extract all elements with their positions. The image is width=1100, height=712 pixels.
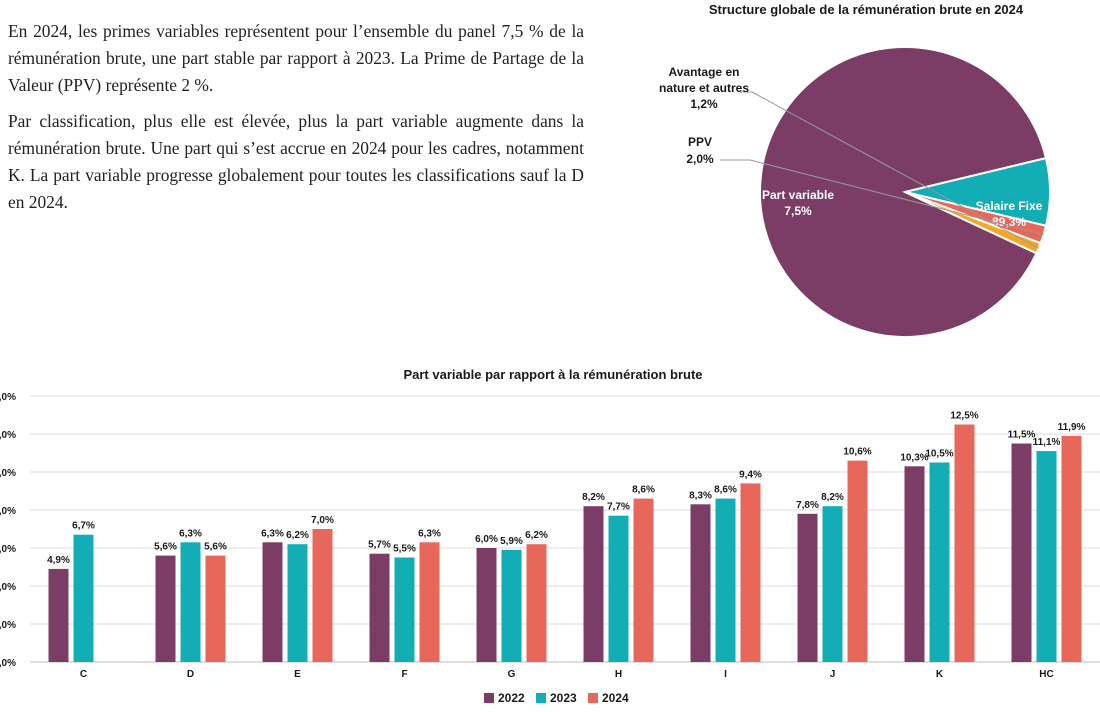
bar-data-label: 9,4% [739,469,762,480]
bar [954,424,975,662]
bar-data-label: 5,6% [154,542,177,553]
bar [369,553,390,662]
bar-data-label: 5,9% [500,536,523,547]
y-tick-label: 8,0% [0,506,16,517]
legend-label: 2022 [498,691,525,705]
y-tick-label: 12,0% [0,430,16,441]
bar-data-label: 10,5% [925,449,953,460]
bar [740,483,761,662]
bar-data-label: 4,9% [47,555,70,566]
pie-label-avantage: Avantage en nature et autres 1,2% [659,65,749,111]
bar-data-label: 11,1% [1033,437,1061,448]
y-tick-label: 10,0% [0,468,16,479]
x-tick-label: H [615,669,622,680]
bar-data-label: 7,7% [607,502,630,513]
bar-data-label: 6,2% [286,530,309,541]
pie-label-part-variable: Part variable 7,5% [762,188,834,218]
bar [476,548,497,662]
legend-swatch [536,693,546,703]
pie-slice [759,46,1048,338]
bar [205,555,226,662]
bar [287,544,308,662]
bar-title: Part variable par rapport à la rémunérat… [403,367,702,382]
x-tick-label: I [724,669,727,680]
pie-label-ppv: PPV 2,0% [686,135,714,166]
intro-paragraph-1: En 2024, les primes variables représente… [8,21,584,95]
bar-data-label: 5,5% [393,544,416,555]
bar [583,506,604,662]
x-tick-label: G [508,669,516,680]
bar [419,542,440,662]
bar [1011,443,1032,662]
bar [1036,451,1057,662]
bar [904,466,925,662]
bar [73,534,94,662]
x-tick-label: C [80,669,87,680]
bar [312,529,333,662]
bar-data-label: 6,0% [475,534,498,545]
pie-leader-line [720,159,1044,236]
bar [394,557,415,662]
bar-data-label: 8,6% [632,485,655,496]
legend-swatch [484,693,494,703]
bar-data-label: 6,3% [179,528,202,539]
y-tick-label: 2,0% [0,620,16,631]
bar-data-label: 7,8% [796,500,819,511]
intro-paragraph-2: Par classification, plus elle est élevée… [8,111,584,212]
bar [501,549,522,662]
bar-chart: Part variable par rapport à la rémunérat… [0,367,1100,705]
x-tick-label: HC [1039,669,1053,680]
x-tick-label: K [936,669,944,680]
bar-data-label: 11,9% [1058,422,1086,433]
bar-data-label: 6,3% [261,528,284,539]
legend-label: 2024 [602,691,629,705]
y-tick-label: 0,0% [0,658,16,669]
pie-label-salaire-fixe: Salaire Fixe 89,3% [976,199,1043,229]
pie-chart: Structure globale de la rémunération bru… [659,2,1051,338]
bar-data-label: 8,2% [582,492,605,503]
pie-title: Structure globale de la rémunération bru… [709,2,1024,17]
bar-data-label: 11,5% [1008,430,1036,441]
x-tick-label: J [830,669,836,680]
bar-data-label: 10,3% [900,452,928,463]
bar-data-label: 8,6% [714,485,737,496]
bar [1061,435,1082,662]
bar [608,515,629,662]
bar-data-label: 5,7% [368,540,391,551]
bar [526,544,547,662]
bar-data-label: 12,5% [950,411,978,422]
bar-data-label: 8,3% [689,490,712,501]
x-tick-label: D [187,669,194,680]
bar [155,555,176,662]
bar [929,462,950,662]
bar-data-label: 6,2% [525,530,548,541]
bar-data-label: 6,7% [72,521,95,532]
bar [690,504,711,662]
legend-label: 2023 [550,691,577,705]
intro-text: En 2024, les primes variables représente… [8,18,584,225]
y-tick-label: 14,0% [0,392,16,403]
x-tick-label: E [294,669,301,680]
bar-data-label: 6,3% [418,528,441,539]
bar [797,513,818,662]
bar-legend: 2022 2023 2024 [484,691,629,705]
bar [180,542,201,662]
bar [715,498,736,662]
pie-leader-line [740,91,1039,249]
legend-swatch [588,693,598,703]
x-tick-label: F [401,669,407,680]
bar-data-label: 10,6% [843,447,871,458]
y-tick-label: 6,0% [0,544,16,555]
y-tick-label: 4,0% [0,582,16,593]
bar [633,498,654,662]
pie-slice [904,191,1042,255]
bar-data-label: 5,6% [204,542,227,553]
bar [822,506,843,662]
bar [847,460,868,662]
bar-data-label: 7,0% [311,515,334,526]
bar [48,568,69,662]
bar [262,542,283,662]
bar-data-label: 8,2% [821,492,844,503]
